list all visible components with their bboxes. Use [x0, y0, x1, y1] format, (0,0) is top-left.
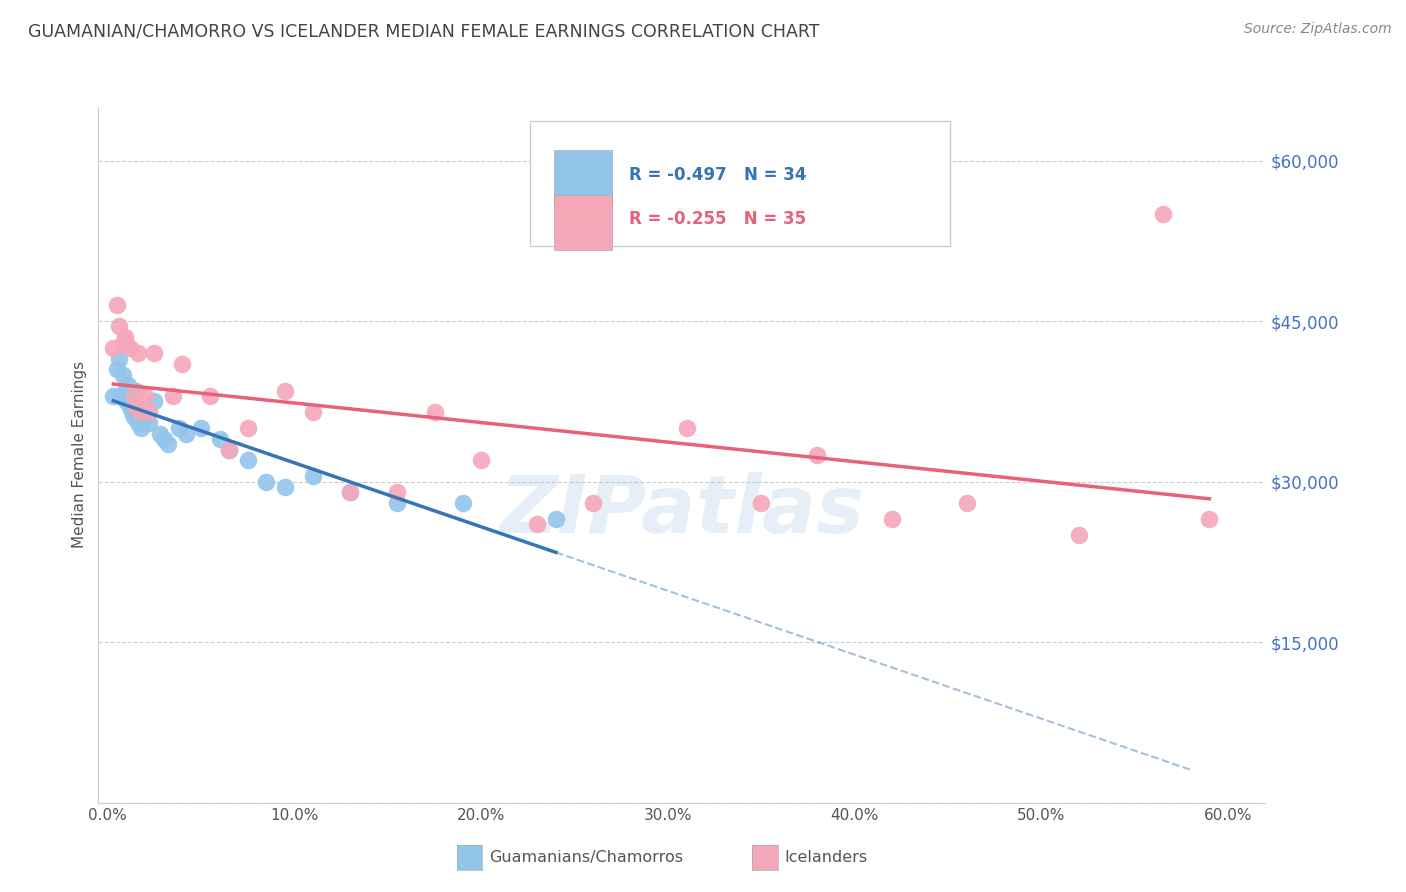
Point [880, 512, 903, 526]
Point [111, 368, 134, 382]
Point [128, 405, 150, 419]
Point [339, 485, 361, 500]
Point [108, 319, 131, 334]
Text: Icelanders: Icelanders [785, 850, 868, 864]
Point [218, 442, 240, 457]
Point [274, 480, 297, 494]
Point [143, 394, 166, 409]
Point [190, 421, 212, 435]
Point [143, 346, 166, 360]
Point [122, 410, 145, 425]
Text: ZIPatlas: ZIPatlas [499, 472, 865, 549]
FancyBboxPatch shape [554, 150, 612, 206]
Point [236, 453, 259, 467]
Point [110, 389, 132, 403]
Point [103, 341, 125, 355]
Point [114, 330, 136, 344]
Point [167, 421, 190, 435]
Text: R = -0.255   N = 35: R = -0.255 N = 35 [630, 211, 807, 228]
Point [749, 496, 772, 510]
Point [302, 405, 325, 419]
Point [138, 416, 160, 430]
Point [120, 400, 142, 414]
Point [115, 394, 138, 409]
Point [339, 485, 361, 500]
Point [1198, 512, 1220, 526]
Point [385, 485, 408, 500]
Point [149, 426, 172, 441]
Point [423, 405, 446, 419]
Point [121, 405, 143, 419]
Point [131, 421, 153, 435]
Point [138, 405, 160, 419]
Point [134, 410, 156, 425]
Point [470, 453, 492, 467]
Point [385, 496, 408, 510]
Point [544, 512, 567, 526]
Text: GUAMANIAN/CHAMORRO VS ICELANDER MEDIAN FEMALE EARNINGS CORRELATION CHART: GUAMANIAN/CHAMORRO VS ICELANDER MEDIAN F… [28, 22, 820, 40]
Point [218, 442, 240, 457]
Point [134, 389, 156, 403]
Point [675, 421, 697, 435]
Point [152, 432, 174, 446]
Point [131, 405, 153, 419]
Point [236, 421, 259, 435]
Point [117, 378, 139, 392]
FancyBboxPatch shape [554, 194, 612, 251]
Point [451, 496, 474, 510]
Point [256, 475, 278, 489]
Point [125, 400, 148, 414]
Point [208, 432, 231, 446]
Point [1152, 207, 1174, 221]
Point [302, 469, 325, 483]
Text: R = -0.497   N = 34: R = -0.497 N = 34 [630, 166, 807, 184]
Point [108, 351, 131, 366]
Text: Source: ZipAtlas.com: Source: ZipAtlas.com [1244, 22, 1392, 37]
Point [114, 384, 136, 398]
Point [956, 496, 979, 510]
Point [122, 389, 145, 403]
Text: Guamanians/Chamorros: Guamanians/Chamorros [489, 850, 683, 864]
Point [127, 346, 149, 360]
Point [120, 341, 142, 355]
Point [127, 416, 149, 430]
Point [582, 496, 605, 510]
Point [806, 448, 828, 462]
Point [105, 298, 128, 312]
Point [172, 357, 194, 371]
Point [125, 384, 148, 398]
Point [526, 517, 548, 532]
Point [156, 437, 179, 451]
Point [111, 335, 134, 350]
Point [103, 389, 125, 403]
Point [1067, 528, 1090, 542]
Point [174, 426, 197, 441]
Point [274, 384, 297, 398]
Point [105, 362, 128, 376]
Point [115, 335, 138, 350]
Y-axis label: Median Female Earnings: Median Female Earnings [72, 361, 87, 549]
FancyBboxPatch shape [530, 121, 950, 246]
Point [162, 389, 184, 403]
Point [200, 389, 222, 403]
